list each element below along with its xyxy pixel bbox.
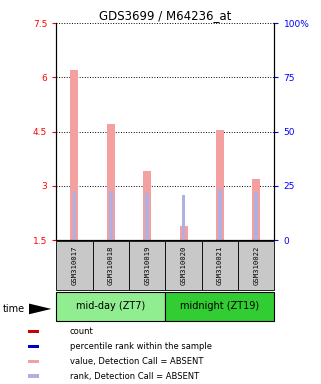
Bar	[255, 193, 258, 240]
Bar	[28, 345, 39, 348]
Text: midnight (ZT19): midnight (ZT19)	[180, 301, 259, 311]
Bar	[109, 191, 113, 240]
Text: percentile rank within the sample: percentile rank within the sample	[70, 342, 212, 351]
Bar	[28, 359, 39, 363]
Text: rank, Detection Call = ABSENT: rank, Detection Call = ABSENT	[70, 372, 199, 381]
FancyBboxPatch shape	[202, 241, 238, 290]
Text: GSM310021: GSM310021	[217, 246, 223, 285]
Bar	[179, 225, 187, 240]
Polygon shape	[29, 303, 51, 314]
FancyBboxPatch shape	[56, 292, 165, 321]
FancyBboxPatch shape	[165, 292, 274, 321]
Text: GSM310022: GSM310022	[253, 246, 259, 285]
Bar	[216, 130, 224, 240]
Bar	[28, 374, 39, 378]
Bar	[70, 70, 78, 240]
Text: GSM310017: GSM310017	[71, 246, 77, 285]
Text: count: count	[70, 327, 93, 336]
FancyBboxPatch shape	[92, 241, 129, 290]
Bar	[73, 191, 76, 240]
Bar	[107, 124, 115, 240]
FancyBboxPatch shape	[129, 241, 165, 290]
Bar	[145, 193, 149, 240]
Text: GSM310020: GSM310020	[180, 246, 187, 285]
Text: time: time	[3, 304, 25, 314]
Bar	[28, 330, 39, 333]
Bar	[143, 171, 151, 240]
Text: mid-day (ZT7): mid-day (ZT7)	[76, 301, 145, 311]
Bar	[252, 179, 260, 240]
FancyBboxPatch shape	[165, 241, 202, 290]
FancyBboxPatch shape	[238, 241, 274, 290]
Title: GDS3699 / M64236_at: GDS3699 / M64236_at	[99, 9, 231, 22]
Bar	[218, 189, 222, 240]
Text: value, Detection Call = ABSENT: value, Detection Call = ABSENT	[70, 357, 203, 366]
Text: GSM310018: GSM310018	[108, 246, 114, 285]
Bar	[182, 195, 185, 240]
Text: GSM310019: GSM310019	[144, 246, 150, 285]
FancyBboxPatch shape	[56, 241, 92, 290]
